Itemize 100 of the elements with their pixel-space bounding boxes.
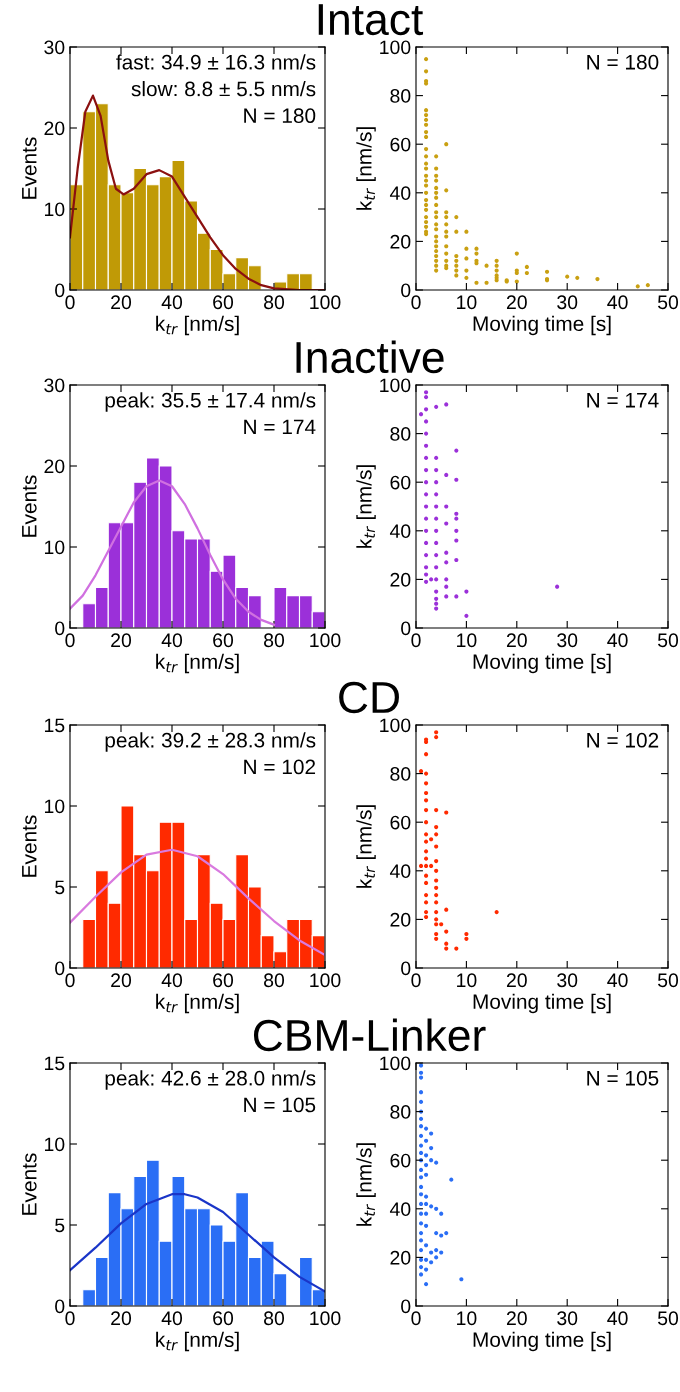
point bbox=[418, 1272, 424, 1277]
x-tick-label: 50 bbox=[657, 973, 679, 988]
point bbox=[444, 584, 449, 589]
point bbox=[439, 1233, 444, 1238]
point bbox=[434, 1248, 439, 1253]
x-axis-title: Moving time [s] bbox=[473, 653, 611, 674]
point bbox=[424, 516, 429, 521]
x-tick-label: 50 bbox=[657, 633, 679, 648]
point bbox=[424, 856, 429, 861]
point bbox=[418, 1192, 424, 1197]
point bbox=[418, 1133, 424, 1138]
point bbox=[459, 1277, 464, 1282]
y-tick-label: 10 bbox=[45, 799, 65, 814]
annotation: N = 174 bbox=[587, 393, 659, 408]
point bbox=[424, 480, 429, 485]
point bbox=[418, 1150, 424, 1155]
y-tick-label: 20 bbox=[390, 1250, 411, 1265]
point bbox=[464, 936, 469, 941]
point bbox=[424, 504, 429, 509]
point bbox=[418, 1167, 424, 1172]
point bbox=[429, 1145, 434, 1151]
y-tick-label: 10 bbox=[45, 540, 65, 555]
x-axis-title: k$_{tr}$ [nm/s] bbox=[156, 315, 239, 336]
point bbox=[434, 601, 439, 606]
y-tick-label: 60 bbox=[390, 137, 411, 152]
chart-title: Intact bbox=[318, 4, 424, 36]
y-tick-label: 15 bbox=[45, 1056, 65, 1071]
point bbox=[434, 589, 439, 594]
x-tick-label: 60 bbox=[213, 633, 234, 648]
point bbox=[424, 832, 429, 837]
x-tick-label: 20 bbox=[111, 633, 132, 648]
y-tick-label: 30 bbox=[44, 378, 65, 393]
x-tick-label: 40 bbox=[607, 1311, 628, 1326]
point bbox=[429, 1158, 434, 1163]
point bbox=[418, 1070, 424, 1075]
point bbox=[424, 492, 429, 497]
point bbox=[424, 1162, 429, 1168]
x-tick-label: 0 bbox=[411, 1311, 421, 1326]
point bbox=[434, 455, 439, 460]
point bbox=[424, 820, 429, 825]
x-tick-label: 40 bbox=[161, 973, 183, 988]
annotation: N = 180 bbox=[587, 54, 659, 70]
y-tick-label: 60 bbox=[390, 815, 411, 830]
y-tick-label: 20 bbox=[44, 121, 65, 136]
y-tick-label: 10 bbox=[45, 1137, 65, 1152]
x-axis-title: k$_{tr}$ [nm/s] bbox=[156, 653, 239, 674]
y-tick-label: 0 bbox=[55, 961, 65, 976]
point bbox=[424, 1172, 429, 1177]
x-tick-label: 100 bbox=[310, 633, 341, 648]
y-tick-label: 60 bbox=[390, 475, 411, 490]
point bbox=[434, 735, 439, 740]
point bbox=[444, 402, 449, 407]
point bbox=[434, 878, 439, 883]
point bbox=[424, 572, 429, 577]
point bbox=[418, 1221, 424, 1226]
point bbox=[434, 1255, 439, 1260]
point bbox=[444, 594, 449, 599]
point bbox=[418, 1231, 424, 1236]
point bbox=[434, 917, 439, 922]
point bbox=[424, 419, 429, 424]
point bbox=[424, 798, 429, 803]
annotation: slow: 8.8 ± 5.5 nm/s bbox=[131, 81, 316, 97]
annotation: peak: 39.2 ± 28.3 nm/s bbox=[105, 732, 316, 752]
point bbox=[434, 492, 439, 497]
y-axis-title: Events bbox=[22, 1153, 37, 1215]
y-tick-label: 0 bbox=[55, 283, 65, 298]
annotation: N = 102 bbox=[244, 759, 316, 775]
x-tick-label: 30 bbox=[557, 295, 578, 310]
point bbox=[454, 511, 459, 516]
y-tick-label: 5 bbox=[55, 880, 65, 895]
point bbox=[424, 807, 429, 813]
y-tick-label: 100 bbox=[380, 1056, 411, 1071]
point bbox=[418, 1075, 424, 1080]
y-tick-label: 0 bbox=[55, 1299, 65, 1314]
point bbox=[444, 560, 449, 565]
x-tick-label: 40 bbox=[607, 633, 628, 648]
x-tick-label: 80 bbox=[264, 295, 285, 310]
y-tick-label: 20 bbox=[390, 234, 411, 249]
point bbox=[454, 594, 459, 599]
x-tick-label: 0 bbox=[411, 295, 421, 310]
point bbox=[424, 455, 429, 460]
point bbox=[424, 1138, 429, 1143]
point bbox=[454, 528, 459, 533]
point bbox=[434, 832, 439, 837]
point bbox=[418, 863, 424, 869]
point bbox=[424, 1201, 429, 1207]
point bbox=[418, 1099, 424, 1104]
y-tick-label: 100 bbox=[380, 40, 411, 55]
y-tick-label: 30 bbox=[44, 40, 65, 55]
x-axis-title: k$_{tr}$ [nm/s] bbox=[156, 993, 239, 1014]
point bbox=[434, 922, 439, 927]
point bbox=[434, 606, 439, 611]
point bbox=[424, 553, 429, 558]
point bbox=[429, 1250, 434, 1255]
point bbox=[429, 837, 434, 842]
point bbox=[454, 516, 459, 521]
point bbox=[418, 1090, 424, 1095]
x-axis-title: Moving time [s] bbox=[473, 1331, 611, 1352]
point bbox=[418, 1184, 424, 1190]
point bbox=[434, 931, 439, 937]
